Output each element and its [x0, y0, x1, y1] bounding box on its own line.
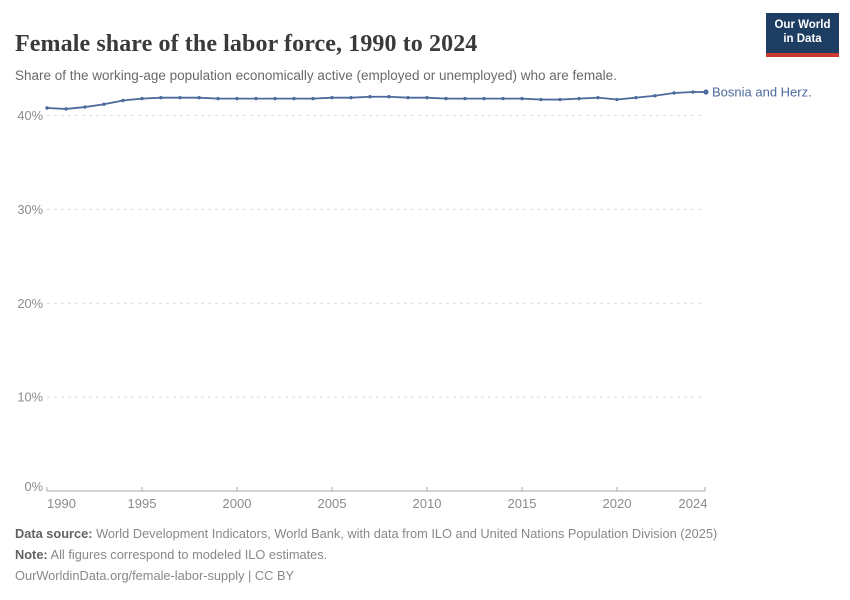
data-point[interactable] — [672, 91, 676, 95]
data-point[interactable] — [558, 97, 562, 102]
series-entity-label[interactable]: Bosnia and Herz. — [712, 85, 812, 100]
page-subtitle: Share of the working-age population econ… — [15, 67, 617, 83]
data-point[interactable] — [349, 95, 353, 100]
data-source-text: World Development Indicators, World Bank… — [92, 526, 718, 541]
note-label: Note: — [15, 547, 48, 562]
data-point[interactable] — [520, 96, 524, 101]
data-point[interactable] — [159, 95, 163, 100]
data-point[interactable] — [501, 96, 505, 101]
chart-footer: Data source: World Development Indicator… — [15, 527, 835, 590]
data-point[interactable] — [444, 96, 448, 101]
owid-logo-line2: in Data — [783, 33, 822, 45]
data-point[interactable] — [463, 96, 467, 101]
data-point[interactable] — [45, 106, 49, 110]
data-point[interactable] — [330, 95, 334, 100]
data-point[interactable] — [102, 102, 106, 106]
y-axis-tick-label: 10% — [17, 390, 43, 405]
data-point[interactable] — [596, 95, 600, 100]
data-point[interactable] — [121, 98, 125, 103]
x-axis-tick-label: 2005 — [318, 496, 347, 511]
data-point[interactable] — [653, 94, 657, 98]
data-point[interactable] — [539, 97, 543, 102]
data-point[interactable] — [178, 95, 182, 100]
data-point[interactable] — [577, 96, 581, 101]
series-line[interactable] — [46, 91, 694, 110]
y-axis-tick-label: 40% — [17, 108, 43, 123]
x-axis-tick-label: 2010 — [413, 496, 442, 511]
note-text: All figures correspond to modeled ILO es… — [47, 547, 328, 562]
note-line: Note: All figures correspond to modeled … — [15, 548, 835, 562]
data-point[interactable] — [482, 96, 486, 101]
owid-logo[interactable]: Our World in Data — [766, 13, 839, 57]
data-point[interactable] — [216, 96, 220, 101]
y-axis-tick-label: 20% — [17, 296, 43, 311]
data-point[interactable] — [235, 96, 239, 101]
x-axis-tick-label: 2015 — [508, 496, 537, 511]
y-axis-tick-label: 0% — [25, 479, 44, 494]
x-axis-tick-label: 2000 — [223, 496, 252, 511]
data-point[interactable] — [292, 96, 296, 101]
owid-logo-line1: Our World — [774, 19, 831, 31]
data-point[interactable] — [273, 96, 277, 101]
x-axis-tick-label: 1995 — [128, 496, 157, 511]
page-title: Female share of the labor force, 1990 to… — [15, 31, 478, 58]
data-point[interactable] — [64, 107, 68, 111]
series-end-dot[interactable] — [703, 89, 709, 95]
data-point[interactable] — [387, 95, 391, 99]
data-point[interactable] — [425, 95, 429, 100]
x-axis-tick-label: 2024 — [679, 496, 708, 511]
data-point[interactable] — [406, 95, 410, 100]
x-axis-tick-label: 1990 — [47, 496, 76, 511]
data-point[interactable] — [140, 96, 144, 101]
x-axis-tick-label: 2020 — [603, 496, 632, 511]
canonical-url-link[interactable]: OurWorldinData.org/female-labor-supply |… — [15, 568, 295, 583]
data-point[interactable] — [254, 96, 258, 101]
data-source-label: Data source: — [15, 526, 93, 541]
data-point[interactable] — [368, 95, 372, 99]
y-axis-tick-label: 30% — [17, 202, 43, 217]
data-point[interactable] — [197, 95, 201, 100]
data-point[interactable] — [615, 97, 619, 102]
data-point[interactable] — [83, 105, 87, 109]
data-source-line: Data source: World Development Indicator… — [15, 527, 835, 541]
data-point[interactable] — [311, 96, 315, 101]
data-point[interactable] — [634, 95, 638, 100]
